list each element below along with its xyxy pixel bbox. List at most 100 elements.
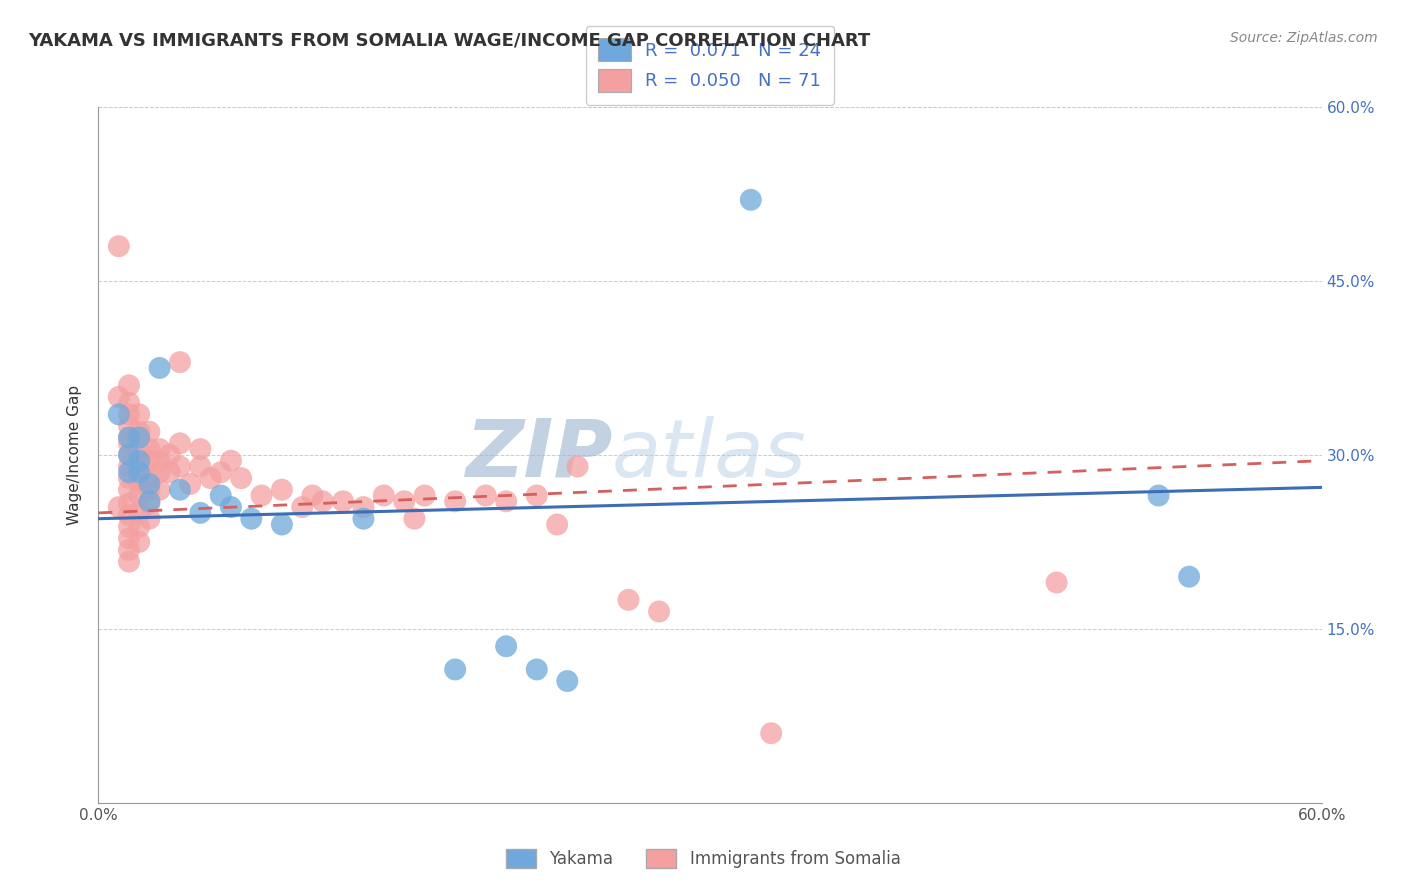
Point bbox=[128, 534, 150, 549]
Text: ZIP: ZIP bbox=[465, 416, 612, 494]
Point bbox=[373, 489, 395, 503]
Point bbox=[169, 355, 191, 369]
Point bbox=[444, 494, 467, 508]
Point bbox=[128, 474, 150, 488]
Point bbox=[740, 193, 762, 207]
Point bbox=[118, 508, 141, 523]
Point bbox=[118, 520, 141, 534]
Point bbox=[138, 453, 160, 467]
Text: Source: ZipAtlas.com: Source: ZipAtlas.com bbox=[1230, 31, 1378, 45]
Point bbox=[1147, 489, 1170, 503]
Point bbox=[240, 511, 263, 525]
Point bbox=[118, 466, 141, 480]
Point bbox=[188, 442, 212, 456]
Legend: R =  0.071   N = 24, R =  0.050   N = 71: R = 0.071 N = 24, R = 0.050 N = 71 bbox=[586, 26, 834, 104]
Point bbox=[1045, 575, 1069, 590]
Point bbox=[128, 459, 150, 474]
Point bbox=[128, 520, 150, 534]
Point bbox=[128, 430, 150, 444]
Point bbox=[169, 483, 191, 497]
Point bbox=[118, 396, 141, 410]
Point bbox=[413, 489, 436, 503]
Point bbox=[128, 407, 150, 421]
Point bbox=[118, 448, 141, 462]
Point bbox=[332, 494, 354, 508]
Point bbox=[1178, 569, 1201, 583]
Point bbox=[118, 532, 141, 546]
Point bbox=[149, 466, 172, 480]
Point bbox=[495, 639, 517, 653]
Point bbox=[118, 436, 141, 450]
Text: YAKAMA VS IMMIGRANTS FROM SOMALIA WAGE/INCOME GAP CORRELATION CHART: YAKAMA VS IMMIGRANTS FROM SOMALIA WAGE/I… bbox=[28, 31, 870, 49]
Point bbox=[219, 453, 242, 467]
Point bbox=[526, 489, 548, 503]
Point bbox=[128, 453, 150, 467]
Point bbox=[188, 459, 212, 474]
Point bbox=[138, 425, 160, 439]
Text: atlas: atlas bbox=[612, 416, 807, 494]
Point bbox=[392, 494, 416, 508]
Point bbox=[404, 511, 426, 525]
Point bbox=[108, 500, 131, 514]
Point bbox=[444, 662, 467, 676]
Point bbox=[761, 726, 783, 740]
Point bbox=[138, 476, 160, 491]
Point bbox=[169, 459, 191, 474]
Point bbox=[231, 471, 253, 485]
Point bbox=[149, 360, 172, 375]
Point bbox=[108, 390, 131, 404]
Point bbox=[209, 466, 232, 480]
Legend: Yakama, Immigrants from Somalia: Yakama, Immigrants from Somalia bbox=[499, 842, 907, 875]
Point bbox=[128, 506, 150, 520]
Point bbox=[128, 442, 150, 456]
Point bbox=[118, 471, 141, 485]
Point bbox=[118, 430, 141, 444]
Point bbox=[138, 442, 160, 456]
Point bbox=[270, 517, 294, 532]
Point bbox=[617, 592, 640, 607]
Point bbox=[118, 543, 141, 558]
Point bbox=[138, 497, 160, 511]
Point bbox=[546, 517, 568, 532]
Point bbox=[526, 662, 548, 676]
Point bbox=[301, 489, 323, 503]
Point bbox=[118, 483, 141, 497]
Point bbox=[250, 489, 273, 503]
Point bbox=[118, 430, 141, 444]
Point bbox=[567, 459, 589, 474]
Point bbox=[128, 466, 150, 480]
Point bbox=[128, 489, 150, 503]
Point bbox=[352, 500, 374, 514]
Point bbox=[118, 407, 141, 421]
Point bbox=[138, 511, 160, 525]
Point bbox=[312, 494, 335, 508]
Point bbox=[149, 453, 172, 467]
Point bbox=[118, 555, 141, 569]
Point bbox=[179, 476, 201, 491]
Point bbox=[200, 471, 222, 485]
Point bbox=[138, 471, 160, 485]
Point bbox=[352, 511, 374, 525]
Point bbox=[270, 483, 294, 497]
Point bbox=[118, 448, 141, 462]
Point bbox=[108, 407, 131, 421]
Point bbox=[118, 497, 141, 511]
Point bbox=[648, 605, 671, 619]
Point bbox=[495, 494, 517, 508]
Point bbox=[138, 494, 160, 508]
Point bbox=[138, 483, 160, 497]
Point bbox=[169, 436, 191, 450]
Point bbox=[108, 239, 131, 253]
Point bbox=[118, 378, 141, 392]
Point bbox=[159, 448, 181, 462]
Point bbox=[219, 500, 242, 514]
Point bbox=[149, 442, 172, 456]
Point bbox=[291, 500, 314, 514]
Point bbox=[118, 459, 141, 474]
Point bbox=[209, 489, 232, 503]
Point bbox=[474, 489, 498, 503]
Point bbox=[159, 466, 181, 480]
Point bbox=[128, 425, 150, 439]
Point bbox=[557, 674, 579, 689]
Point bbox=[149, 483, 172, 497]
